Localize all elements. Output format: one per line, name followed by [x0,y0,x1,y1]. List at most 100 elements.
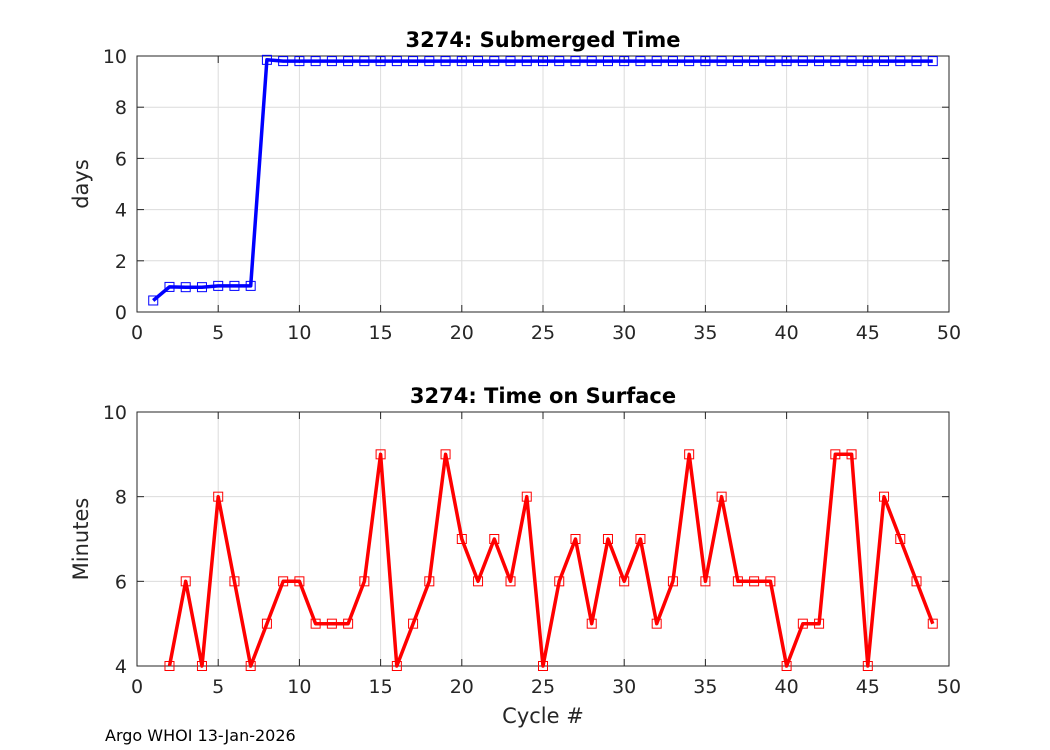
submerged-time-y-axis-label: days [69,159,93,209]
time-on-surface-data-point [473,576,484,587]
submerged-time-data-point [814,56,825,67]
time-on-surface-y-axis-label: Minutes [69,498,93,581]
time-on-surface-data-point [375,449,386,460]
submerged-time-data-point [245,280,256,291]
time-on-surface-data-point [359,576,370,587]
submerged-time-title: 3274: Submerged Time [405,28,680,52]
time-on-surface-x-tick-label: 25 [531,676,555,698]
submerged-time-data-point [862,56,873,67]
time-on-surface-data-point [765,576,776,587]
chart-time-on-surface: 0 5 10 15 20 25 30 35 40 45 50 4 6 8 10 3274: Time on S… [69,384,961,728]
submerged-time-data-point [879,56,890,67]
submerged-time-data-point [895,56,906,67]
submerged-time-data-point [927,56,938,67]
time-on-surface-x-tick-label: 45 [856,676,880,698]
submerged-time-x-tick-label: 30 [612,322,636,344]
time-on-surface-data-point [245,661,256,671]
submerged-time-data-point [684,56,695,67]
submerged-time-series-line [152,58,933,302]
submerged-time-data-point [196,282,207,293]
time-on-surface-data-point [927,618,938,629]
submerged-time-data-point [326,56,337,67]
submerged-time-x-tick-label: 5 [212,322,224,344]
submerged-time-data-point [278,56,289,67]
time-on-surface-data-point [781,661,792,671]
time-on-surface-data-point [895,534,906,544]
time-on-surface-data-point [440,449,451,460]
submerged-time-data-point [294,56,305,67]
footer-credit: Argo WHOI 13-Jan-2026 [105,726,296,745]
submerged-time-x-tick-label: 0 [131,322,143,344]
time-on-surface-data-point [424,576,435,587]
time-on-surface-data-point [538,661,548,671]
submerged-time-data-point [440,56,451,67]
submerged-time-x-tick-label: 10 [287,322,311,344]
time-on-surface-data-point [619,576,630,587]
time-on-surface-data-point [196,661,207,671]
time-on-surface-data-point [651,618,662,629]
time-on-surface-data-point [586,618,597,629]
submerged-time-x-tick-label: 15 [369,322,393,344]
time-on-surface-data-point [684,449,695,460]
submerged-time-data-point [570,56,581,67]
submerged-time-data-point [830,56,841,67]
time-on-surface-data-point [261,618,272,629]
submerged-time-data-point [391,56,402,67]
submerged-time-y-tick-label: 4 [115,200,127,222]
submerged-time-data-point [846,56,857,67]
time-on-surface-x-tick-label: 5 [212,676,224,698]
time-on-surface-data-point [700,576,711,587]
time-on-surface-data-point [391,661,402,671]
submerged-time-data-point [667,56,678,67]
submerged-time-data-point [343,56,354,67]
time-on-surface-data-point [310,618,321,629]
submerged-time-data-point [765,56,776,67]
time-on-surface-data-point [732,576,743,587]
time-on-surface-x-tick-label: 40 [775,676,799,698]
submerged-time-data-point [489,56,500,67]
submerged-time-data-point [732,56,743,67]
time-on-surface-data-point [326,618,337,629]
time-on-surface-data-point [229,576,240,587]
time-on-surface-data-point [456,534,467,544]
submerged-time-data-point [538,56,548,67]
time-on-surface-x-tick-label: 0 [131,676,143,698]
time-on-surface-data-point [343,618,354,629]
submerged-time-data-point [180,282,191,293]
time-on-surface-data-point [635,534,646,544]
time-on-surface-data-point [749,576,760,587]
submerged-time-data-point [602,56,613,67]
time-on-surface-data-point [521,491,532,502]
time-on-surface-data-point [408,618,419,629]
time-on-surface-data-point [554,576,565,587]
submerged-time-data-point [521,56,532,67]
time-on-surface-series-line [167,452,935,668]
time-on-surface-x-tick-label: 15 [369,676,393,698]
submerged-time-data-point [424,56,435,67]
submerged-time-x-tick-label: 25 [531,322,555,344]
time-on-surface-data-point [879,491,890,502]
time-on-surface-data-point [814,618,825,629]
time-on-surface-data-point [213,491,224,502]
time-on-surface-data-point [278,576,289,587]
time-on-surface-data-point [862,661,873,671]
submerged-time-data-point [749,56,760,67]
time-on-surface-x-tick-label: 50 [937,676,961,698]
chart-submerged-time: 0 5 10 15 20 25 30 35 40 45 50 0 2 4 6 8 10 3274: Submerg… [69,28,961,344]
time-on-surface-x-tick-label: 10 [287,676,311,698]
time-on-surface-data-point [667,576,678,587]
submerged-time-data-point [700,56,711,67]
submerged-time-y-tick-label: 10 [103,46,127,68]
time-on-surface-data-point [602,534,613,544]
time-on-surface-x-tick-label: 30 [612,676,636,698]
time-on-surface-y-tick-label: 8 [115,487,127,509]
submerged-time-data-point [473,56,484,67]
submerged-time-data-point [635,56,646,67]
submerged-time-data-point [586,56,597,67]
time-on-surface-y-tick-label: 10 [103,402,127,424]
submerged-time-y-tick-label: 8 [115,97,127,119]
submerged-time-data-point [408,56,419,67]
submerged-time-data-point [359,56,370,67]
submerged-time-x-tick-label: 20 [450,322,474,344]
time-on-surface-data-point [911,576,922,587]
